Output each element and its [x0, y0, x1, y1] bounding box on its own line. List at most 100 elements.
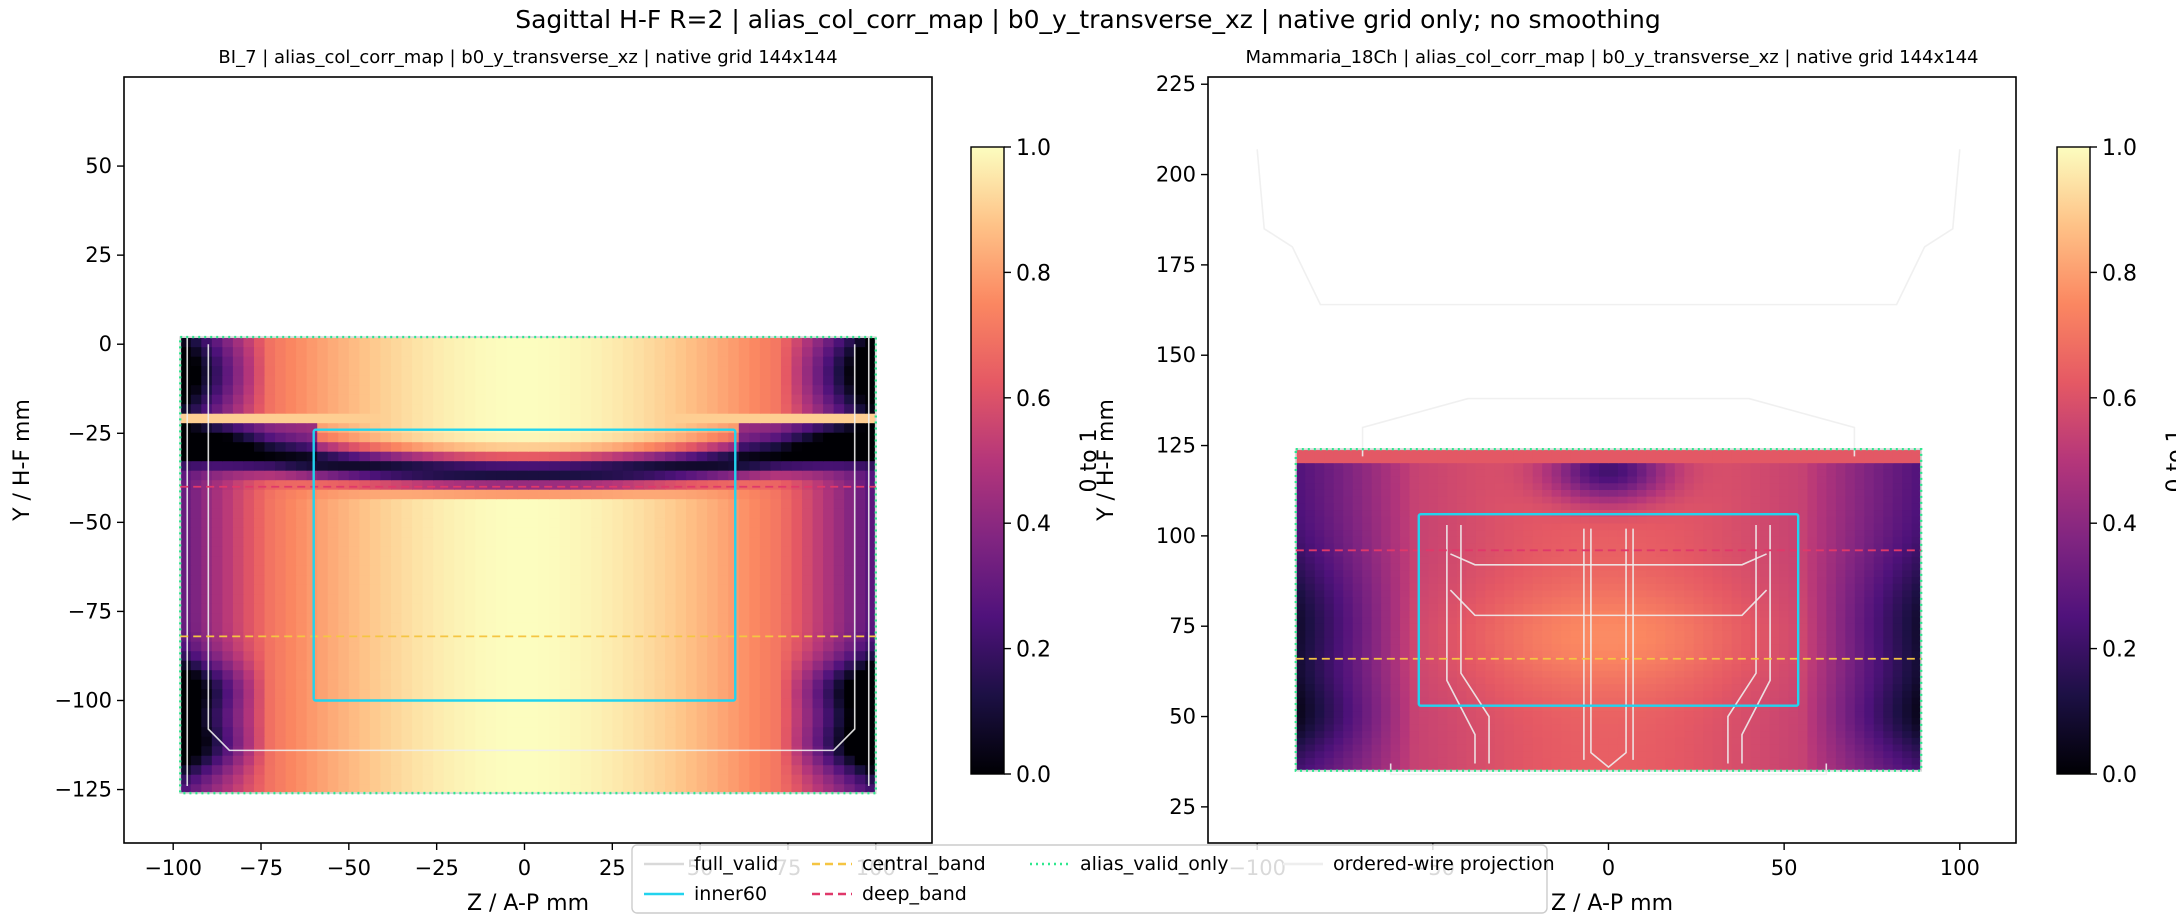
heatmap-cell — [243, 650, 255, 661]
heatmap-cell — [1816, 710, 1828, 718]
heatmap-cell — [559, 669, 571, 680]
heatmap-cell — [570, 555, 582, 566]
heatmap-cell — [1542, 650, 1553, 658]
heatmap-cell — [275, 603, 287, 614]
heatmap-cell — [1456, 676, 1467, 685]
heatmap-cell — [1542, 636, 1553, 645]
heatmap-cell — [1447, 717, 1458, 725]
heatmap-cell — [454, 565, 466, 576]
heatmap-cell — [327, 603, 339, 614]
heatmap-cell — [559, 384, 571, 395]
heatmap-cell — [749, 498, 761, 509]
heatmap-cell — [275, 698, 287, 709]
heatmap-cell — [253, 679, 266, 690]
heatmap-cell — [1684, 730, 1695, 738]
heatmap-cell — [1494, 636, 1505, 645]
heatmap-cell — [633, 755, 645, 766]
heatmap-cell — [359, 726, 371, 737]
heatmap-cell — [654, 375, 666, 386]
heatmap-cell — [317, 508, 329, 519]
heatmap-cell — [717, 470, 729, 481]
heatmap-cell — [865, 527, 877, 538]
heatmap-cell — [296, 650, 308, 661]
heatmap-cell — [591, 584, 603, 595]
heatmap-cell — [369, 679, 382, 690]
heatmap-cell — [570, 422, 582, 433]
heatmap-cell — [612, 688, 624, 699]
heatmap-cell — [633, 422, 645, 433]
heatmap-cell — [243, 498, 255, 509]
heatmap-cell — [580, 337, 592, 348]
heatmap-cell — [1835, 656, 1846, 665]
heatmap-cell — [443, 707, 455, 718]
heatmap-cell — [791, 650, 803, 661]
heatmap-cell — [1314, 743, 1325, 752]
heatmap-cell — [285, 603, 297, 614]
heatmap-cell — [264, 698, 276, 709]
heatmap-cell — [327, 650, 339, 661]
heatmap-cell — [749, 460, 761, 471]
heatmap-cell — [517, 432, 529, 443]
heatmap-cell — [517, 536, 529, 547]
heatmap-cell — [643, 612, 656, 623]
heatmap-cell — [1655, 730, 1666, 738]
heatmap-cell — [369, 774, 382, 785]
heatmap-cell — [275, 422, 287, 433]
heatmap-cell — [1485, 643, 1496, 651]
heatmap-cell — [1362, 750, 1373, 758]
heatmap-cell — [1362, 690, 1373, 698]
heatmap-cell — [1636, 683, 1647, 691]
heatmap-cell — [1731, 723, 1742, 732]
heatmap-cell — [665, 736, 677, 747]
heatmap-cell — [844, 622, 856, 633]
heatmap-cell — [1418, 630, 1430, 638]
heatmap-cell — [1911, 750, 1922, 758]
heatmap-cell — [1892, 703, 1903, 712]
heatmap-cell — [802, 698, 814, 709]
heatmap-cell — [1570, 623, 1581, 631]
heatmap-cell — [232, 451, 245, 462]
heatmap-cell — [1769, 616, 1780, 624]
heatmap-cell — [264, 764, 276, 775]
heatmap-cell — [1504, 764, 1515, 772]
heatmap-cell — [601, 669, 613, 680]
heatmap-cell — [496, 584, 508, 595]
heatmap-cell — [865, 346, 877, 357]
heatmap-cell — [359, 422, 371, 433]
heatmap-cell — [549, 527, 561, 538]
heatmap-cell — [306, 546, 318, 557]
heatmap-cell — [306, 498, 318, 509]
heatmap-cell — [1390, 656, 1401, 665]
heatmap-cell — [496, 384, 508, 395]
heatmap-cell — [1418, 737, 1430, 745]
heatmap-cell — [390, 346, 403, 357]
heatmap-cell — [180, 679, 192, 690]
heatmap-cell — [1731, 670, 1742, 678]
heatmap-cell — [738, 346, 750, 357]
heatmap-cell — [1580, 697, 1591, 705]
heatmap-cell — [1646, 616, 1657, 624]
heatmap-cell — [675, 451, 687, 462]
heatmap-cell — [369, 479, 382, 490]
heatmap-cell — [1712, 616, 1723, 624]
heatmap-cell — [707, 669, 719, 680]
heatmap-cell — [1362, 589, 1373, 598]
heatmap-cell — [1580, 643, 1591, 651]
heatmap-cell — [654, 641, 666, 652]
heatmap-cell — [1674, 697, 1685, 705]
heatmap-cell — [1826, 723, 1837, 732]
heatmap-cell — [570, 612, 582, 623]
heatmap-cell — [253, 764, 266, 775]
heatmap-cell — [1381, 723, 1392, 732]
heatmap-cell — [517, 555, 529, 566]
heatmap-cell — [390, 517, 403, 528]
heatmap-cell — [622, 527, 634, 538]
heatmap-cell — [622, 669, 634, 680]
heatmap-cell — [190, 536, 202, 547]
heatmap-cell — [338, 536, 350, 547]
heatmap-cell — [780, 660, 793, 671]
heatmap-cell — [232, 650, 245, 661]
heatmap-cell — [1864, 663, 1875, 671]
heatmap-cell — [296, 669, 308, 680]
heatmap-cell — [327, 622, 339, 633]
